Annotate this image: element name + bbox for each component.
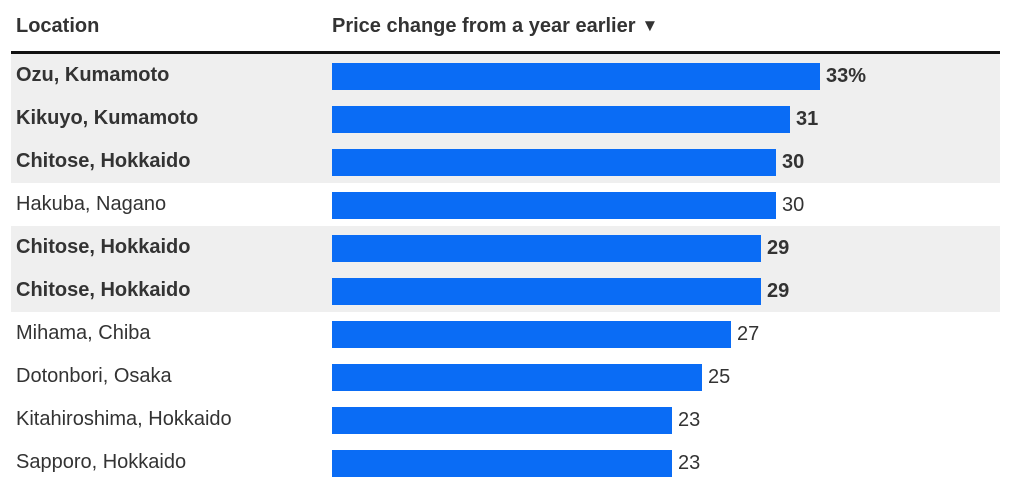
bar: [332, 321, 731, 348]
location-label: Dotonbori, Osaka: [16, 365, 172, 387]
location-label: Chitose, Hokkaido: [16, 150, 191, 172]
value-label: 25: [708, 366, 731, 388]
table-row: Chitose, Hokkaido 29: [11, 269, 1000, 312]
location-label: Chitose, Hokkaido: [16, 236, 191, 258]
header-divider: [11, 51, 1000, 54]
table-row: Chitose, Hokkaido 29: [11, 226, 1000, 269]
price-change-header-label: Price change from a year earlier: [332, 15, 636, 37]
location-label: Hakuba, Nagano: [16, 193, 167, 215]
value-label: 23: [678, 452, 701, 474]
bar: [332, 106, 790, 133]
table-row: Chitose, Hokkaido 30: [11, 140, 1000, 183]
bar-rows: Ozu, Kumamoto 33% Kikuyo, Kumamoto 31 Chitos…: [11, 54, 1000, 484]
sort-descending-icon[interactable]: ▼: [641, 16, 659, 35]
location-label: Mihama, Chiba: [16, 322, 151, 344]
table-row: Dotonbori, Osaka 25: [11, 355, 1000, 398]
bar: [332, 149, 776, 176]
location-column-header: Location: [16, 15, 100, 37]
bar: [332, 192, 776, 219]
table-row: Kikuyo, Kumamoto 31: [11, 97, 1000, 140]
location-label: Sapporo, Hokkaido: [16, 451, 187, 473]
location-label: Ozu, Kumamoto: [16, 64, 170, 86]
table-row: Mihama, Chiba 27: [11, 312, 1000, 355]
bar: [332, 407, 672, 434]
bar: [332, 364, 702, 391]
bar: [332, 278, 761, 305]
table-row: Kitahiroshima, Hokkaido 23: [11, 398, 1000, 441]
table-row: Hakuba, Nagano 30: [11, 183, 1000, 226]
table-row: Ozu, Kumamoto 33%: [11, 54, 1000, 97]
value-label: 29: [767, 237, 790, 259]
bar: [332, 235, 761, 262]
bar: [332, 450, 672, 477]
location-label: Chitose, Hokkaido: [16, 279, 191, 301]
value-label: 29: [767, 280, 790, 302]
value-label: 30: [782, 194, 805, 216]
location-label: Kikuyo, Kumamoto: [16, 107, 199, 129]
bar: [332, 63, 820, 90]
value-label: 30: [782, 151, 805, 173]
value-label: 31: [796, 108, 819, 130]
table-header: Location Price change from a year earlie…: [0, 0, 1000, 54]
value-label: 27: [737, 323, 760, 345]
value-label: 33%: [826, 65, 867, 87]
price-change-column-header[interactable]: Price change from a year earlier ▼: [332, 15, 658, 38]
value-label: 23: [678, 409, 701, 431]
location-label: Kitahiroshima, Hokkaido: [16, 408, 232, 430]
table-row: Sapporo, Hokkaido 23: [11, 441, 1000, 484]
